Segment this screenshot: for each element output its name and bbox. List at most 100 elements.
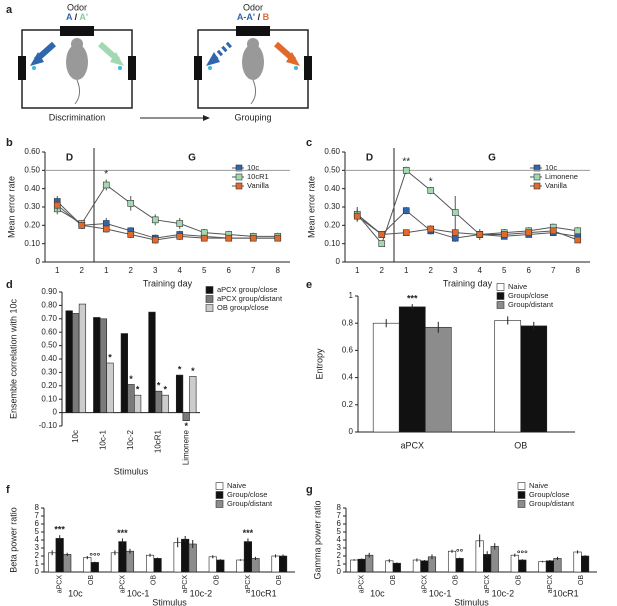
y-tick-label: 0.6	[342, 346, 354, 355]
significance: *	[178, 364, 182, 374]
legend-label: Group/close	[227, 490, 267, 499]
legend-label: Group/close	[529, 490, 569, 499]
y-tick-label: 0.30	[324, 202, 340, 211]
point	[451, 229, 459, 236]
bar	[175, 374, 184, 413]
bar	[494, 320, 522, 433]
y-tick-label: 0.20	[41, 381, 57, 390]
bar	[518, 559, 527, 573]
significance: *	[129, 374, 133, 384]
bar	[553, 558, 562, 573]
significance: °°°	[89, 551, 100, 561]
significance: *	[136, 385, 140, 395]
legend-label: 10cR1	[247, 172, 269, 181]
bar	[182, 412, 190, 421]
legend-label: Vanilla	[247, 181, 270, 190]
point	[127, 231, 135, 238]
significance: *	[184, 421, 188, 431]
legend-label: aPCX group/distant	[217, 294, 283, 303]
legend-swatch	[517, 491, 526, 499]
y-tick-label: 0.10	[41, 394, 57, 403]
point	[200, 234, 208, 242]
y-tick-label: 2	[35, 551, 40, 560]
y-axis-title: Ensemble correlation with 10c	[8, 298, 18, 419]
caption: Discrimination	[49, 112, 106, 122]
point	[402, 167, 410, 174]
y-tick-label: 0.30	[24, 202, 40, 211]
significance: *	[157, 381, 161, 391]
bar	[145, 554, 155, 573]
bar	[216, 559, 225, 573]
legend-label: Vanilla	[545, 181, 568, 190]
odor: B	[263, 12, 270, 22]
legend-swatch	[496, 292, 505, 300]
bar	[125, 550, 135, 573]
series-line	[56, 204, 278, 241]
x-axis-title: Stimulus	[454, 597, 489, 606]
y-tick-label: 0	[53, 408, 58, 417]
y-tick-label: 1	[337, 559, 342, 568]
point	[476, 231, 484, 238]
series-line	[356, 209, 578, 239]
bar	[154, 390, 163, 413]
point	[574, 236, 582, 244]
y-tick-label: 1	[349, 291, 354, 300]
legend-swatch	[205, 304, 214, 312]
x-tick-label: OB	[390, 575, 397, 585]
x-tick-label: OB	[88, 575, 95, 585]
x-tick-label: 2	[429, 266, 434, 275]
y-tick-label: 0.20	[24, 220, 40, 229]
x-tick-label: 10c	[71, 430, 80, 443]
y-tick-label: 0.60	[24, 147, 40, 156]
point	[274, 234, 282, 242]
x-tick-label: 6	[527, 266, 532, 275]
phase-label: G	[188, 153, 196, 164]
point	[176, 220, 184, 227]
phase-label: D	[66, 153, 73, 164]
legend-label: 10c	[545, 163, 557, 172]
point	[353, 212, 361, 220]
y-tick-label: 0.40	[41, 354, 57, 363]
y-tick-label: 0.50	[24, 165, 40, 174]
bar	[188, 543, 197, 573]
x-tick-label: Limonene	[181, 429, 190, 465]
bar	[99, 318, 108, 413]
significance: ***	[243, 528, 254, 538]
significance: ***	[54, 525, 65, 535]
legend-label: aPCX group/close	[217, 285, 277, 294]
y-tick-label: 6	[35, 519, 40, 528]
y-tick-label: 7	[35, 511, 40, 520]
x-tick-label: aPCX	[57, 575, 64, 594]
y-tick-label: 0.4	[342, 373, 354, 382]
x-tick-label: 2	[80, 266, 85, 275]
y-axis-title: Mean error rate	[6, 176, 16, 238]
x-tick-label: 10cR1	[154, 429, 163, 453]
x-tick-label: OB	[453, 575, 460, 585]
point	[151, 236, 159, 244]
y-tick-label: 0.50	[324, 165, 340, 174]
x-tick-label: aPCX	[484, 575, 491, 594]
legend-swatch	[533, 173, 541, 181]
x-tick-label: aPCX	[119, 575, 126, 594]
group-label: 10cR1	[251, 588, 277, 598]
point	[427, 225, 435, 233]
x-tick-label: OB	[213, 575, 220, 585]
phase-label: D	[366, 153, 373, 164]
x-axis-title: Training day	[143, 278, 193, 288]
x-tick-label: 8	[276, 266, 281, 275]
bar	[90, 562, 99, 573]
y-tick-label: 5	[35, 527, 40, 536]
point	[225, 234, 233, 242]
legend-swatch	[517, 500, 526, 508]
x-tick-label: 8	[576, 266, 581, 275]
caption: Grouping	[234, 112, 271, 122]
y-tick-label: 0	[35, 567, 40, 576]
y-tick-label: 4	[337, 535, 342, 544]
bar	[412, 559, 421, 573]
panel-label: b	[6, 137, 13, 149]
x-tick-label: 1	[104, 266, 109, 275]
legend-label: OB group/close	[217, 303, 269, 312]
significance: *	[163, 385, 167, 395]
x-axis-title: Stimulus	[152, 597, 187, 606]
